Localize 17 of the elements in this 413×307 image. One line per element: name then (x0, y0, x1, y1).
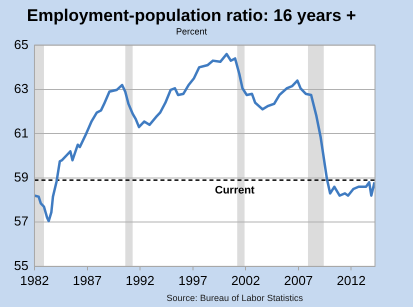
y-tick-label: 59 (14, 170, 28, 184)
y-tick-label: 61 (14, 125, 28, 140)
x-tick-label: 2012 (336, 272, 366, 288)
y-tick-label: 63 (14, 81, 28, 96)
ref-line-label: Current (214, 184, 255, 197)
chart-title: Employment-population ratio: 16 years + (26, 6, 356, 25)
x-tick-label: 2007 (284, 272, 313, 288)
y-tick-label: 57 (14, 214, 28, 229)
x-tick-label: 2002 (231, 272, 260, 288)
source-note: Source: Bureau of Labor Statistics (166, 292, 304, 303)
x-tick-label: 1997 (178, 272, 208, 288)
y-tick-label: 55 (14, 258, 28, 273)
chart-subtitle: Percent (176, 26, 208, 36)
x-tick-label: 1982 (20, 272, 49, 288)
x-tick-label: 1987 (72, 272, 102, 288)
y-tick-label: 65 (14, 36, 28, 52)
x-tick-label: 1992 (126, 272, 155, 288)
